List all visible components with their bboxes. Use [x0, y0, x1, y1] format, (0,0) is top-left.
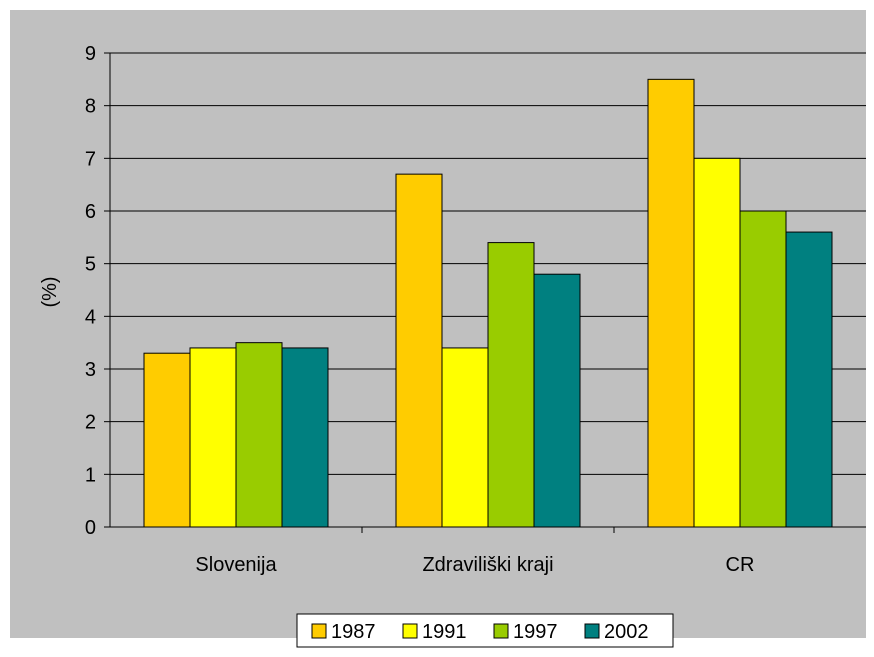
bar-2002-0 [281, 347, 329, 528]
legend-label: 2002 [604, 621, 649, 643]
y-tick-label: 9 [85, 43, 96, 65]
legend-label: 1997 [513, 621, 558, 643]
x-category-label: Zdraviliški kraji [422, 554, 553, 576]
y-tick-label: 7 [85, 148, 96, 170]
bar-1987-0 [143, 352, 191, 528]
bars [143, 78, 833, 528]
x-category-label: CR [726, 554, 755, 576]
y-tick-label: 4 [85, 306, 96, 328]
bar-1991-1 [441, 347, 489, 528]
legend-swatch [311, 623, 327, 639]
bar-2002-2 [785, 231, 833, 528]
legend-box [296, 613, 674, 648]
legend-label: 1991 [422, 621, 467, 643]
y-tick-label: 6 [85, 201, 96, 223]
bar-1991-2 [693, 157, 741, 528]
bar-1987-2 [647, 78, 695, 528]
y-axis-title: (%) [39, 276, 61, 307]
y-tick-label: 8 [85, 96, 96, 118]
x-category-label: Slovenija [195, 554, 277, 576]
legend-label: 1987 [331, 621, 376, 643]
legend-swatch [584, 623, 600, 639]
y-tick-label: 0 [85, 517, 96, 539]
y-tick-label: 5 [85, 254, 96, 276]
bar-1987-1 [395, 173, 443, 528]
legend: 1987 1991 1997 2002 [296, 613, 674, 648]
bar-1991-0 [189, 347, 237, 528]
bar-1997-2 [739, 210, 787, 528]
y-tick-label: 3 [85, 359, 96, 381]
y-tick-label: 2 [85, 412, 96, 434]
axis-labels: 0 1 2 3 4 5 6 7 8 9 Slovenija Zdraviliški kraji CR [85, 43, 755, 576]
bar-1997-0 [235, 342, 283, 528]
bar-2002-1 [533, 273, 581, 528]
legend-swatch [402, 623, 418, 639]
bar-1997-1 [487, 242, 535, 528]
legend-swatch [493, 623, 509, 639]
y-tick-label: 1 [85, 464, 96, 486]
